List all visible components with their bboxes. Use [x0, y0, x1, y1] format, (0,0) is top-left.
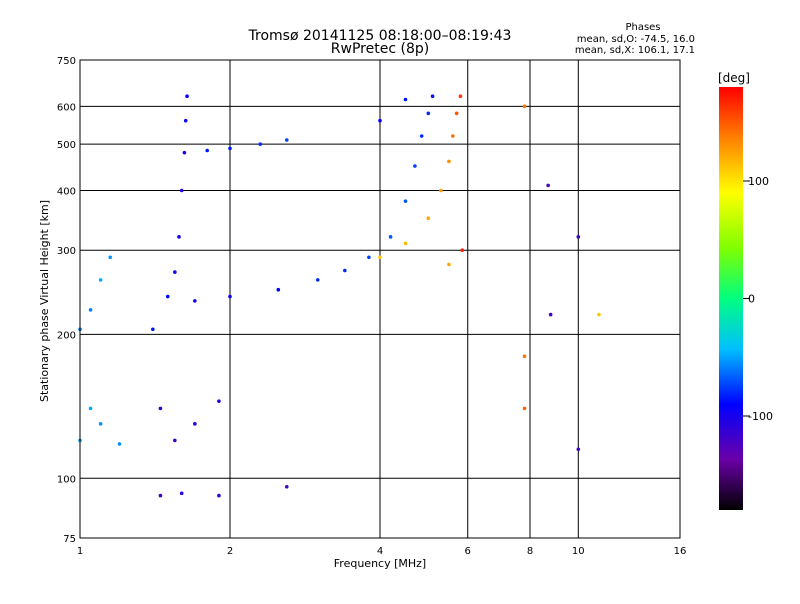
x-tick-label: 16 [674, 546, 687, 557]
y-tick-labels: 75 100 200 300 400 500 600 750 [57, 56, 76, 545]
data-point [439, 188, 443, 193]
y-tick-label: 400 [57, 186, 76, 197]
x-tick-label: 1 [77, 546, 83, 557]
data-point [151, 327, 155, 332]
data-point [284, 138, 289, 142]
data-point [88, 308, 93, 312]
plot-frame [79, 59, 681, 539]
data-point [179, 188, 184, 193]
data-point [165, 294, 170, 299]
x-tick-label: 4 [377, 546, 383, 557]
grid-lines [80, 60, 680, 538]
data-point [378, 118, 382, 123]
data-point [458, 94, 463, 98]
y-tick-label: 600 [57, 102, 76, 113]
data-point [403, 199, 408, 203]
data-point [158, 493, 163, 498]
legend-line-x: mean, sd,X: 106.1, 17.1 [575, 45, 695, 56]
data-point [276, 287, 281, 292]
data-point [522, 406, 527, 411]
data-point [217, 399, 221, 403]
data-points [78, 94, 601, 498]
data-point [193, 299, 197, 303]
data-point [413, 164, 417, 168]
data-point [576, 235, 581, 239]
colorbar-label: [deg] [718, 71, 750, 85]
x-tick-label: 2 [227, 546, 233, 557]
y-axis-label: Stationary phase Virtual Height [km] [38, 200, 51, 402]
data-point [205, 148, 209, 153]
data-point [258, 142, 263, 146]
data-point [576, 447, 581, 452]
data-point [117, 442, 122, 446]
data-point [179, 491, 184, 496]
data-point [447, 159, 451, 164]
data-point [108, 255, 113, 260]
colorbar-tick-label: 100 [748, 175, 769, 188]
data-point [315, 278, 320, 282]
data-point [173, 270, 177, 274]
data-point [378, 255, 382, 260]
colorbar-tick-label: -100 [748, 410, 773, 423]
data-point [98, 422, 103, 426]
legend-line-o: mean, sd,O: -74.5, 16.0 [577, 34, 695, 45]
x-tick-label: 8 [527, 546, 533, 557]
data-point [173, 438, 177, 443]
legend-title: Phases [625, 22, 660, 33]
data-point [430, 94, 435, 98]
data-point [548, 312, 553, 317]
data-point [426, 216, 431, 221]
data-point [447, 262, 451, 267]
data-point [182, 150, 187, 155]
data-point [177, 235, 181, 239]
data-point [193, 422, 197, 426]
data-point [522, 354, 527, 359]
colorbar-ticks: -100 0 100 [743, 175, 773, 423]
data-point [88, 406, 93, 411]
data-point [217, 493, 221, 498]
data-point [228, 146, 232, 151]
data-point [403, 97, 408, 102]
x-tick-label: 10 [572, 546, 585, 557]
chart-subtitle: RwPretec (8p) [331, 41, 429, 57]
data-point [183, 118, 188, 123]
data-point [343, 268, 347, 273]
colorbar [719, 87, 743, 510]
x-tick-label: 6 [465, 546, 471, 557]
data-point [451, 134, 455, 138]
data-point [388, 235, 393, 239]
colorbar-tick-label: 0 [748, 293, 755, 306]
y-tick-label: 750 [57, 56, 76, 67]
y-tick-label: 100 [57, 474, 76, 485]
data-point [98, 278, 103, 282]
data-point [454, 111, 459, 116]
data-point [546, 183, 550, 188]
y-tick-label: 200 [57, 330, 76, 341]
data-point [284, 484, 289, 489]
data-point [403, 241, 408, 246]
data-point [367, 255, 371, 260]
data-point [158, 406, 163, 411]
y-tick-label: 75 [63, 534, 76, 545]
y-tick-label: 300 [57, 246, 76, 257]
chart-title: Tromsø 20141125 08:18:00–08:19:43 [248, 28, 512, 44]
data-point [185, 94, 189, 98]
data-point [597, 312, 601, 317]
data-point [228, 294, 232, 299]
data-point [426, 111, 431, 116]
y-tick-label: 500 [57, 140, 76, 151]
x-axis-label: Frequency [MHz] [334, 557, 426, 570]
data-point [522, 104, 527, 109]
data-point [419, 134, 424, 138]
x-tick-labels: 1 2 4 6 8 10 16 [77, 546, 687, 557]
data-point [460, 248, 465, 253]
